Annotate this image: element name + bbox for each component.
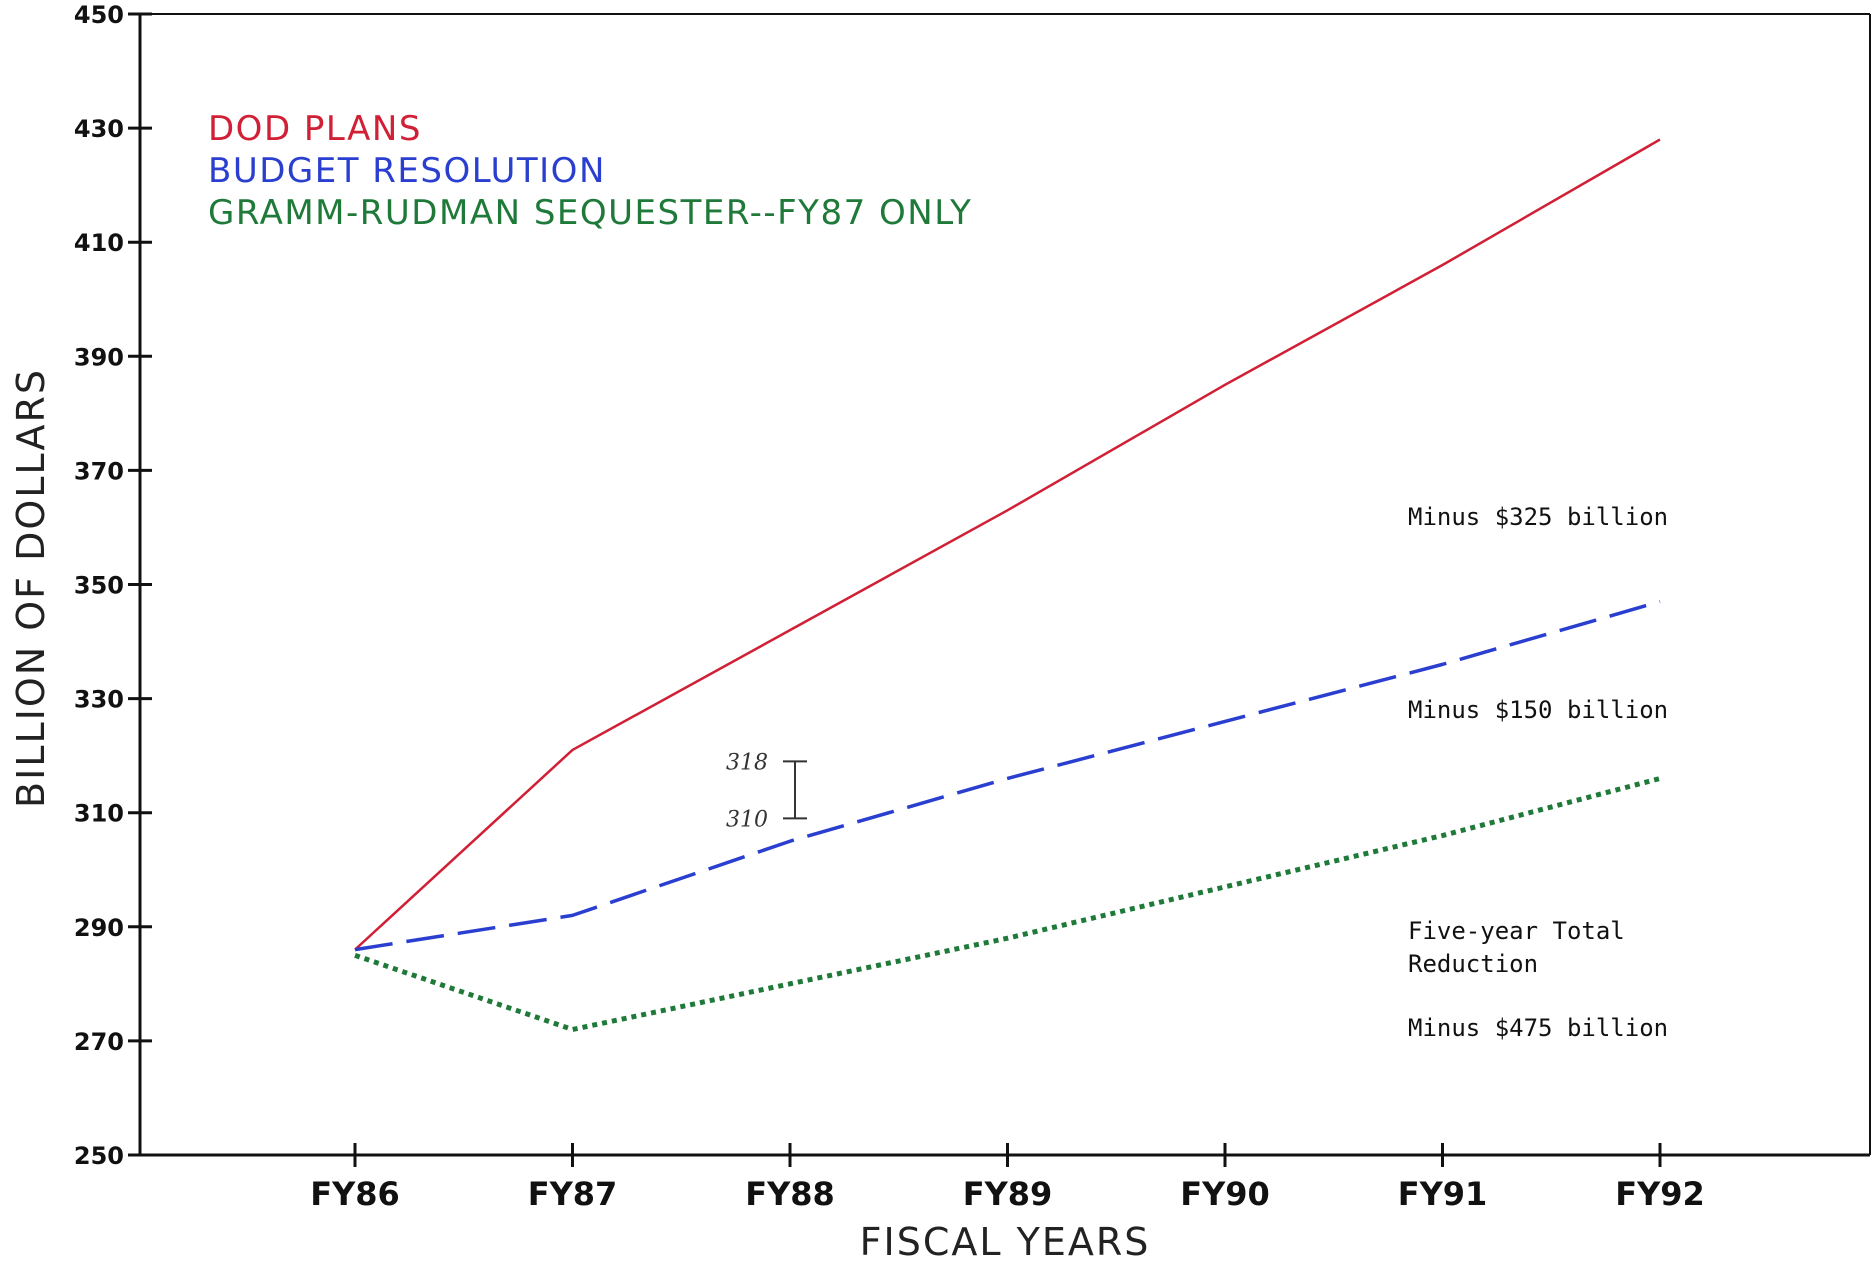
y-tick-label: 330	[74, 686, 124, 714]
y-tick-label: 390	[74, 343, 124, 371]
x-tick-label: FY89	[963, 1175, 1053, 1213]
annotation-text: Five-year Total	[1408, 917, 1625, 945]
y-ticks: 250 270 290 310 330 350 370 390 410 430 450	[74, 1, 152, 1170]
x-tick-label: FY86	[310, 1175, 400, 1213]
x-tick-label: FY91	[1398, 1175, 1488, 1213]
series-line-2	[354, 599, 1661, 952]
x-tick-label: FY90	[1180, 1175, 1270, 1213]
annotation-text: Minus $325 billion	[1408, 503, 1668, 531]
y-tick-label: 410	[74, 229, 124, 257]
annotations: Minus $325 billion Minus $150 billion Five…	[1408, 503, 1668, 1042]
y-tick-label: 290	[74, 914, 124, 942]
annotation-text: Reduction	[1408, 950, 1538, 978]
x-axis-title: FISCAL YEARS	[860, 1220, 1151, 1264]
series-line-3	[354, 776, 1661, 1032]
y-tick-label: 370	[74, 457, 124, 485]
range-low-label: 310	[726, 807, 768, 832]
y-tick-label: 310	[74, 800, 124, 828]
series-lines	[354, 138, 1661, 1032]
x-ticks: FY86 FY87 FY88 FY89 FY90 FY91 FY92	[310, 1143, 1705, 1213]
x-tick-label: FY92	[1615, 1175, 1705, 1213]
y-tick-label: 430	[74, 115, 124, 143]
y-tick-label: 250	[74, 1142, 124, 1170]
legend-entry: DOD PLANS	[208, 109, 422, 149]
y-tick-label: 270	[74, 1028, 124, 1056]
x-tick-label: FY87	[528, 1175, 618, 1213]
range-high-label: 318	[726, 750, 768, 775]
x-tick-label: FY88	[745, 1175, 835, 1213]
annotation-text: Minus $475 billion	[1408, 1014, 1668, 1042]
annotation-text: Minus $150 billion	[1408, 696, 1668, 724]
y-tick-label: 450	[74, 1, 124, 29]
y-axis-title: BILLION OF DOLLARS	[9, 368, 53, 808]
handwritten-range-note: 318 310	[726, 750, 807, 832]
y-tick-label: 350	[74, 572, 124, 600]
legend-entry: GRAMM-RUDMAN SEQUESTER--FY87 ONLY	[208, 193, 972, 233]
legend-entry: BUDGET RESOLUTION	[208, 151, 606, 191]
